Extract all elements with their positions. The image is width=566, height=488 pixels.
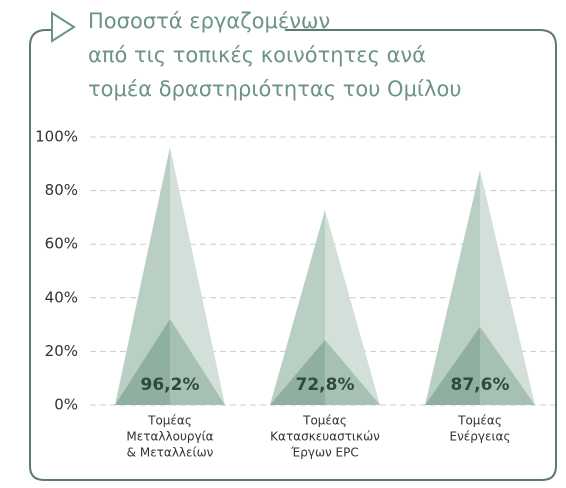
chart-title: από τις τοπικές κοινότητες ανά [88,43,426,67]
x-tick-label: & Μεταλλείων [127,446,214,460]
x-tick-label: Τομέας [457,414,502,428]
data-label: 87,6% [451,375,510,395]
bar-inner-left [425,326,480,405]
bar [270,209,380,405]
bar-right [170,147,225,405]
data-label: 72,8% [296,375,355,395]
bar-inner-right [325,339,380,405]
chart-title: τομέα δραστηριότητας του Ομίλου [88,77,461,101]
x-tick-label: Έργων EPC [290,446,358,460]
bar [425,170,535,405]
y-tick-label: 40% [45,288,78,306]
bar-inner-left [270,339,325,405]
bar-left [425,170,480,405]
y-tick-label: 20% [45,342,78,360]
frame [29,29,557,481]
y-tick-label: 100% [35,128,78,146]
x-tick-label: Τομέας [147,414,192,428]
bar [115,147,225,405]
y-tick-label: 60% [45,235,78,253]
x-tick-label: Ενέργειας [450,430,511,444]
bar-inner-right [170,319,225,405]
chart-title: Ποσοστά εργαζομένων [88,9,330,33]
bar-left [115,147,170,405]
y-tick-label: 0% [54,396,78,414]
y-tick-label: 80% [45,181,78,199]
x-tick-label: Μεταλλουργία [126,430,213,444]
arrow-icon [51,11,76,43]
bar-inner-left [115,319,170,405]
bar-inner-right [480,326,535,405]
x-tick-label: Τομέας [302,414,347,428]
data-label: 96,2% [141,375,200,395]
x-tick-label: Κατασκευαστικών [270,430,380,444]
bar-right [480,170,535,405]
